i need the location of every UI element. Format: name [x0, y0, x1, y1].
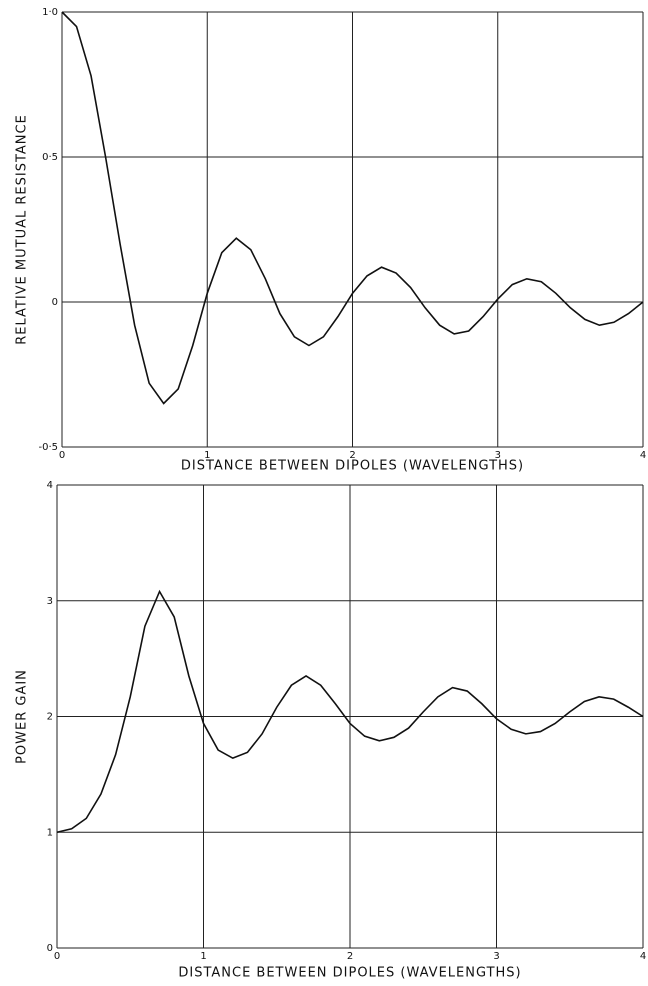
x-tick-label: 0	[59, 450, 65, 461]
x-tick-label: 1	[204, 450, 210, 461]
y-tick-label: 1	[47, 827, 53, 838]
y-tick-label: 3	[47, 596, 53, 607]
y-axis-label: RELATIVE MUTUAL RESISTANCE	[15, 114, 30, 345]
x-axis-label: DISTANCE BETWEEN DIPOLES (WAVELENGTHS)	[178, 966, 521, 981]
x-tick-label: 3	[495, 450, 501, 461]
x-tick-label: 0	[54, 951, 60, 962]
x-tick-label: 4	[640, 450, 646, 461]
y-tick-label: 0	[47, 943, 53, 954]
y-tick-label: 2	[47, 712, 53, 723]
y-tick-label: 4	[47, 480, 53, 491]
data-line	[61, 11, 644, 405]
x-tick-label: 2	[349, 450, 355, 461]
x-axis-label: DISTANCE BETWEEN DIPOLES (WAVELENGTHS)	[181, 459, 524, 474]
y-tick-label: 0·5	[42, 152, 58, 163]
y-axis-label: POWER GAIN	[15, 669, 30, 764]
y-tick-label: -0·5	[38, 442, 58, 453]
x-tick-label: 3	[493, 951, 499, 962]
data-line	[56, 589, 644, 834]
y-tick-label: 0	[52, 297, 58, 308]
y-tick-label: 1·0	[42, 7, 58, 18]
x-tick-label: 2	[347, 951, 353, 962]
x-tick-label: 1	[200, 951, 206, 962]
x-tick-label: 4	[640, 951, 646, 962]
